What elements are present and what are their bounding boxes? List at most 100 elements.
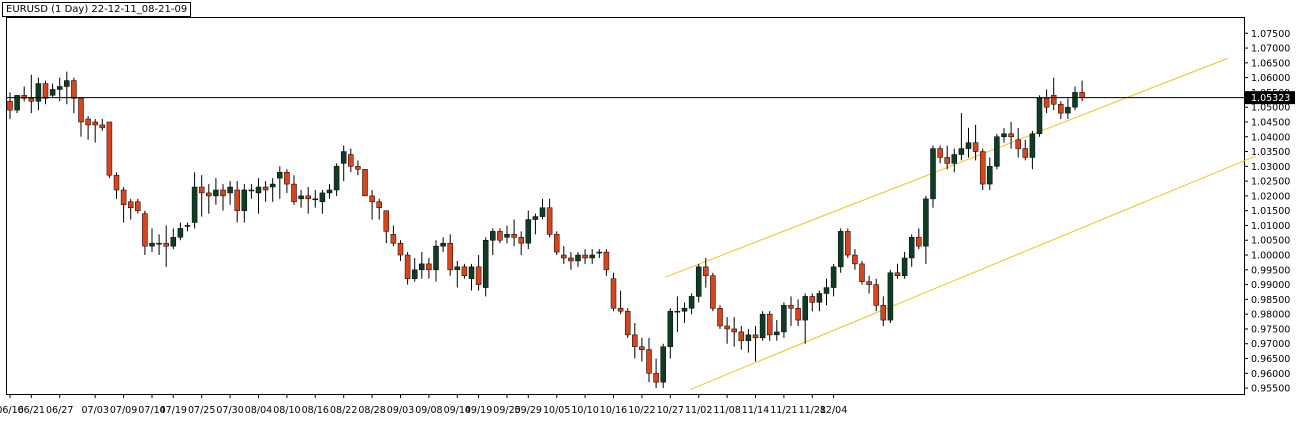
candle-body [582, 254, 588, 259]
candle [674, 296, 681, 332]
candle-body [1043, 98, 1050, 108]
candle-body [660, 346, 666, 383]
candle-body [78, 98, 84, 123]
candle-body [830, 266, 837, 288]
candle [291, 175, 297, 205]
candle-body [518, 237, 524, 244]
candle-body [127, 201, 134, 208]
candle-body [979, 151, 986, 185]
candle-body [1065, 106, 1071, 114]
candle [390, 225, 397, 247]
candle [433, 240, 439, 282]
candle-body [646, 349, 652, 374]
candle [170, 228, 177, 250]
candle-body [255, 186, 262, 194]
candle [227, 181, 233, 205]
candle-body [482, 239, 489, 288]
candle [241, 184, 248, 223]
candle-body [326, 189, 333, 194]
candle-body [752, 334, 759, 339]
candle-body [248, 189, 255, 192]
candle-body [49, 89, 56, 96]
candle [1065, 98, 1071, 120]
candle [248, 184, 255, 199]
candle [99, 119, 106, 131]
candle [127, 198, 134, 220]
candle [979, 148, 986, 190]
x-tick-label: 10/10 [571, 405, 598, 416]
candle [340, 145, 347, 182]
candle-body [1029, 133, 1036, 158]
candle-body [923, 198, 929, 247]
candle-body [177, 228, 184, 238]
candle [1015, 127, 1021, 158]
x-tick-label: 07/14 [138, 405, 165, 416]
candle-body [64, 80, 70, 87]
candle-body [653, 373, 659, 383]
y-tick-label: 1.03500 [1251, 147, 1290, 158]
candle [951, 148, 958, 173]
candle [738, 325, 745, 350]
candle [603, 249, 610, 276]
y-tick-label: 1.07500 [1251, 29, 1290, 40]
candle [731, 317, 737, 347]
candle-body [1050, 95, 1057, 105]
candle [639, 337, 645, 362]
candle-body [575, 254, 581, 262]
candle [198, 175, 205, 217]
candle-body [617, 308, 624, 312]
candle [319, 189, 326, 214]
candle-body [397, 242, 404, 256]
y-tick-label: 0.98000 [1251, 310, 1290, 321]
y-tick-label: 1.00000 [1251, 251, 1290, 262]
candle [184, 222, 191, 232]
candle [1001, 127, 1007, 143]
candle-body [447, 242, 453, 271]
candle-body [298, 195, 304, 200]
candle [1072, 86, 1078, 111]
candle-body [809, 296, 816, 303]
candle-body [561, 254, 567, 259]
candle [795, 299, 801, 326]
x-tick-label: 12/04 [820, 405, 847, 416]
candle [305, 187, 311, 214]
candle [695, 263, 702, 303]
x-tick-label: 09/19 [465, 405, 492, 416]
candle-body [873, 284, 879, 306]
x-tick-label: 08/04 [245, 405, 272, 416]
x-tick-label: 09/29 [515, 405, 542, 416]
candle [277, 166, 283, 199]
candle-body [99, 124, 106, 129]
candle-body [1072, 92, 1078, 108]
candle [561, 246, 567, 264]
candle [994, 133, 1000, 170]
candle [958, 113, 965, 161]
y-tick-label: 1.04500 [1251, 117, 1290, 128]
candle-body [845, 231, 851, 256]
candle [42, 80, 49, 105]
candle-body [390, 234, 397, 244]
candle-body [227, 186, 233, 194]
candle-body [319, 192, 326, 203]
y-tick-label: 0.97000 [1251, 339, 1290, 350]
candle [660, 343, 666, 389]
x-tick-label: 11/02 [685, 405, 712, 416]
candle-body [894, 272, 901, 276]
candle-body [497, 231, 503, 241]
candle [234, 181, 240, 223]
y-tick-label: 1.01000 [1251, 221, 1290, 232]
candle [923, 195, 929, 264]
candle [894, 263, 901, 279]
candle-body [823, 287, 830, 294]
y-tick-label: 1.00500 [1251, 236, 1290, 247]
candle [348, 148, 354, 173]
candle [14, 95, 20, 114]
current-price-tag [1245, 91, 1295, 105]
candle [113, 172, 120, 199]
candle-body [461, 266, 468, 276]
candle-body [120, 189, 127, 206]
candle [262, 181, 269, 202]
candle [859, 260, 865, 285]
candle-body [731, 328, 737, 333]
